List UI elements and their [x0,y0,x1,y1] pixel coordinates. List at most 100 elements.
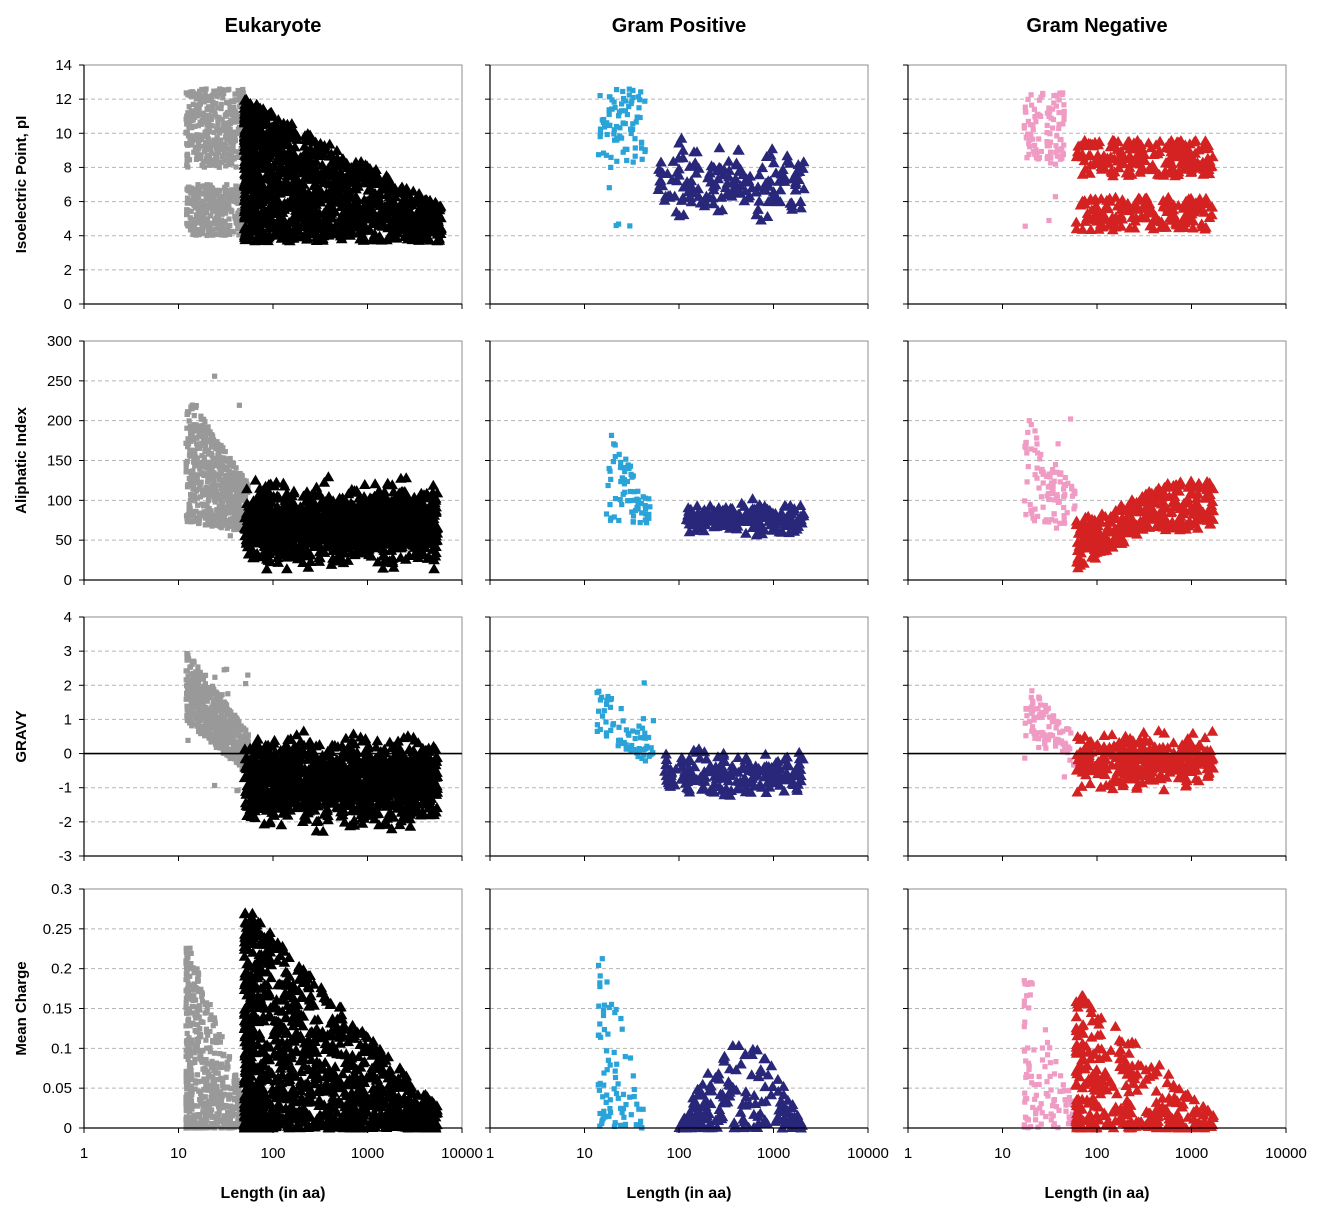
data-point-square [614,159,619,164]
data-point-square [203,429,208,434]
y-tick-label: 300 [47,333,72,350]
data-point-square [194,489,199,494]
data-point-square [1056,110,1061,115]
data-point-square [619,136,624,141]
data-point-square [188,200,193,205]
data-point-square [236,88,241,93]
data-point-square [192,137,197,142]
data-point-square [184,460,189,465]
data-point-square [207,95,212,100]
data-point-square [621,120,626,125]
data-point-square [609,433,614,438]
data-point-square [638,520,643,525]
data-point-square [214,145,219,150]
data-point-square [200,226,205,231]
data-point-square [217,129,222,134]
data-point-square [196,153,201,158]
data-point-square [1048,150,1053,155]
data-point-square [199,87,204,92]
data-point-square [208,213,213,218]
data-point-square [1053,162,1058,167]
data-point-square [1053,143,1058,148]
data-point-square [202,134,207,139]
data-point-square [225,191,230,196]
data-point-square [205,479,210,484]
data-point-square [620,476,625,481]
data-point-square [627,223,632,228]
y-tick-label: 2 [64,262,72,279]
data-point-square [233,97,238,102]
data-point-square [212,374,217,379]
data-point-square [636,105,641,110]
data-point-square [221,198,226,203]
data-point-square [201,184,206,189]
data-point-square [220,142,225,147]
data-point-square [622,481,627,486]
data-point-square [638,115,643,120]
data-point-square [216,442,221,447]
data-point-square [218,483,223,488]
data-point-square [630,121,635,126]
data-point-square [1022,126,1027,131]
data-point-square [210,233,215,238]
data-point-square [236,512,241,517]
data-point-square [212,139,217,144]
data-point-square [185,143,190,148]
data-point-square [236,486,241,491]
data-point-square [598,131,603,136]
data-point-square [219,160,224,165]
data-point-square [229,151,234,156]
data-point-square [185,442,190,447]
data-point-square [639,510,644,515]
data-point-square [210,199,215,204]
data-point-square [187,511,192,516]
data-point-square [1028,122,1033,127]
data-point-square [607,112,612,117]
data-point-square [184,90,189,95]
data-point-square [212,497,217,502]
data-point-square [628,489,633,494]
data-point-square [629,98,634,103]
data-point-square [206,122,211,127]
data-point-square [197,464,202,469]
data-point-square [623,98,628,103]
data-point-square [199,502,204,507]
data-point-square [629,472,634,477]
data-point-square [192,224,197,229]
data-point-square [197,200,202,205]
y-axis-label: Isoelectric Point, pI [13,116,30,254]
data-point-square [1032,114,1037,119]
data-point-square [194,216,199,221]
data-point-square [219,525,224,530]
data-point-square [633,145,638,150]
data-point-square [222,514,227,519]
data-point-square [241,90,246,95]
data-point-square [192,187,197,192]
data-point-square [215,473,220,478]
data-point-square [606,483,611,488]
data-point-square [1054,133,1059,138]
data-point-square [217,206,222,211]
y-tick-label: 10 [55,125,72,142]
data-point-square [619,502,624,507]
data-point-square [223,480,228,485]
data-point-square [185,208,190,213]
data-point-square [642,149,647,154]
data-point-square [187,453,192,458]
data-point-square [192,498,197,503]
data-point-square [198,414,203,419]
data-point-square [232,156,237,161]
data-point-square [211,479,216,484]
data-point-square [224,475,229,480]
data-point-square [232,483,237,488]
data-point-square [192,454,197,459]
data-point-square [1046,218,1051,223]
data-point-square [204,197,209,202]
data-point-square [229,106,234,111]
data-point-square [207,494,212,499]
data-point-square [234,117,239,122]
data-point-square [623,457,628,462]
data-point-square [209,159,214,164]
data-point-square [636,94,641,99]
